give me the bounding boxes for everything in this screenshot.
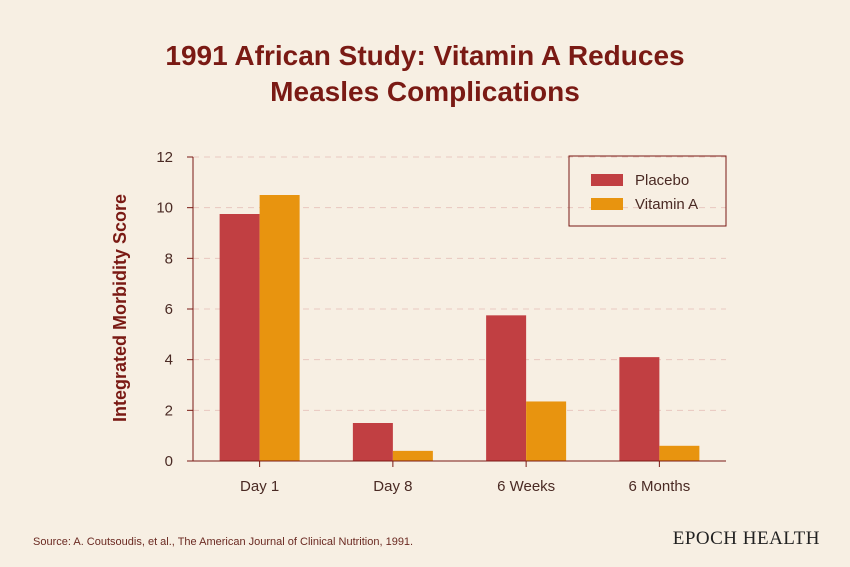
y-tick-label: 4 — [165, 352, 173, 369]
y-tick-label: 10 — [156, 200, 173, 217]
y-axis-title: Integrated Morbidity Score — [110, 194, 130, 422]
y-tick-label: 2 — [165, 402, 173, 419]
legend-swatch-vitamin-a — [591, 198, 623, 210]
bar-vitamin-a — [259, 195, 300, 461]
x-tick-label: 6 Weeks — [497, 478, 555, 495]
legend-box — [568, 155, 727, 227]
bar-vitamin-a — [526, 401, 567, 461]
bar-placebo — [619, 357, 660, 461]
bars — [219, 195, 700, 461]
x-tick-label: Day 8 — [373, 478, 412, 495]
chart-title-line-1: 1991 African Study: Vitamin A Reduces — [165, 40, 685, 71]
y-tick-label: 8 — [165, 250, 173, 267]
x-tick-label: 6 Months — [629, 478, 691, 495]
legend-swatch-placebo — [591, 174, 623, 186]
legend-label: Placebo — [635, 172, 689, 189]
y-tick-label: 12 — [156, 149, 173, 166]
brand-logo: EPOCH HEALTH — [672, 528, 820, 549]
axes: 0 2 4 6 8 10 12 Day 1 Day 8 6 Weeks 6 Months — [156, 149, 726, 495]
chart-title: 1991 African Study: Vitamin A Reduces Me… — [0, 38, 850, 110]
bar-placebo — [486, 315, 527, 461]
x-tick-label: Day 1 — [240, 478, 279, 495]
bar-placebo — [219, 214, 260, 461]
bar-vitamin-a — [659, 445, 700, 461]
chart-title-line-2: Measles Complications — [270, 76, 580, 107]
legend-label: Vitamin A — [635, 196, 698, 213]
bar-placebo — [352, 423, 393, 461]
source-note: Source: A. Coutsoudis, et al., The Ameri… — [33, 536, 414, 548]
y-tick-label: 0 — [165, 453, 173, 470]
legend: Placebo Vitamin A — [568, 155, 727, 227]
y-tick-label: 6 — [165, 301, 173, 318]
bar-vitamin-a — [392, 450, 433, 461]
